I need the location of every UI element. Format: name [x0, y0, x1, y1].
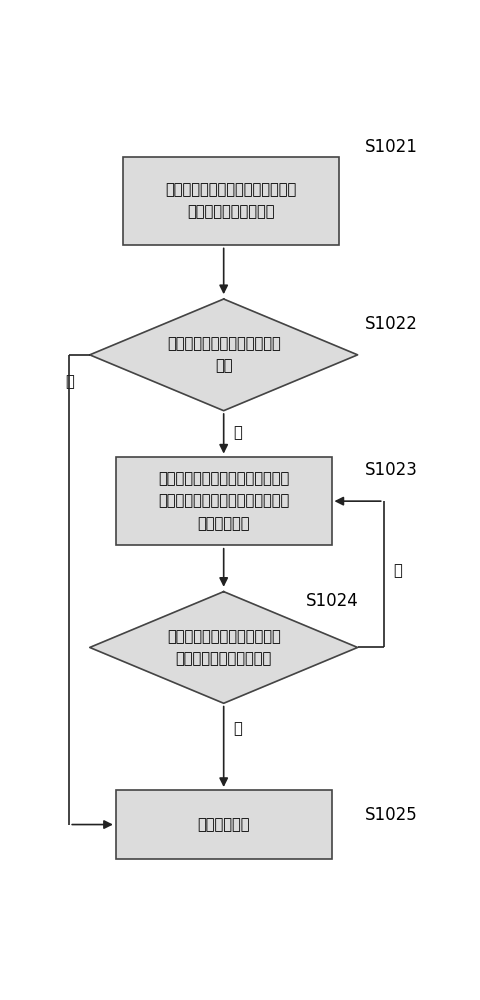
Text: 经过调整后的时间间隔内的评
论数量是否超过设定数量: 经过调整后的时间间隔内的评 论数量是否超过设定数量 [167, 629, 280, 666]
FancyBboxPatch shape [116, 790, 332, 859]
Text: S1023: S1023 [365, 461, 418, 479]
FancyBboxPatch shape [116, 457, 332, 545]
Text: S1022: S1022 [365, 315, 418, 333]
Text: 调整设定时间间隔，继续获取经过
调整后的设定时间间隔内与拍摄位
置相关的评论: 调整设定时间间隔，继续获取经过 调整后的设定时间间隔内与拍摄位 置相关的评论 [158, 471, 289, 531]
Text: 否: 否 [393, 563, 402, 578]
Polygon shape [90, 592, 358, 703]
Text: 是: 是 [65, 374, 73, 389]
Text: 是: 是 [233, 721, 242, 736]
FancyBboxPatch shape [123, 157, 339, 245]
Text: S1021: S1021 [365, 138, 418, 156]
Text: 获取当前时间相距设定时间间隔内
与拍摄位置相关的评论: 获取当前时间相距设定时间间隔内 与拍摄位置相关的评论 [166, 182, 297, 219]
Text: S1025: S1025 [365, 806, 418, 824]
Polygon shape [90, 299, 358, 411]
Text: 停止获取评论: 停止获取评论 [197, 817, 250, 832]
Text: S1024: S1024 [305, 592, 358, 610]
Text: 判断评论的数量是否超过设定
数量: 判断评论的数量是否超过设定 数量 [167, 336, 280, 373]
Text: 否: 否 [233, 425, 242, 440]
